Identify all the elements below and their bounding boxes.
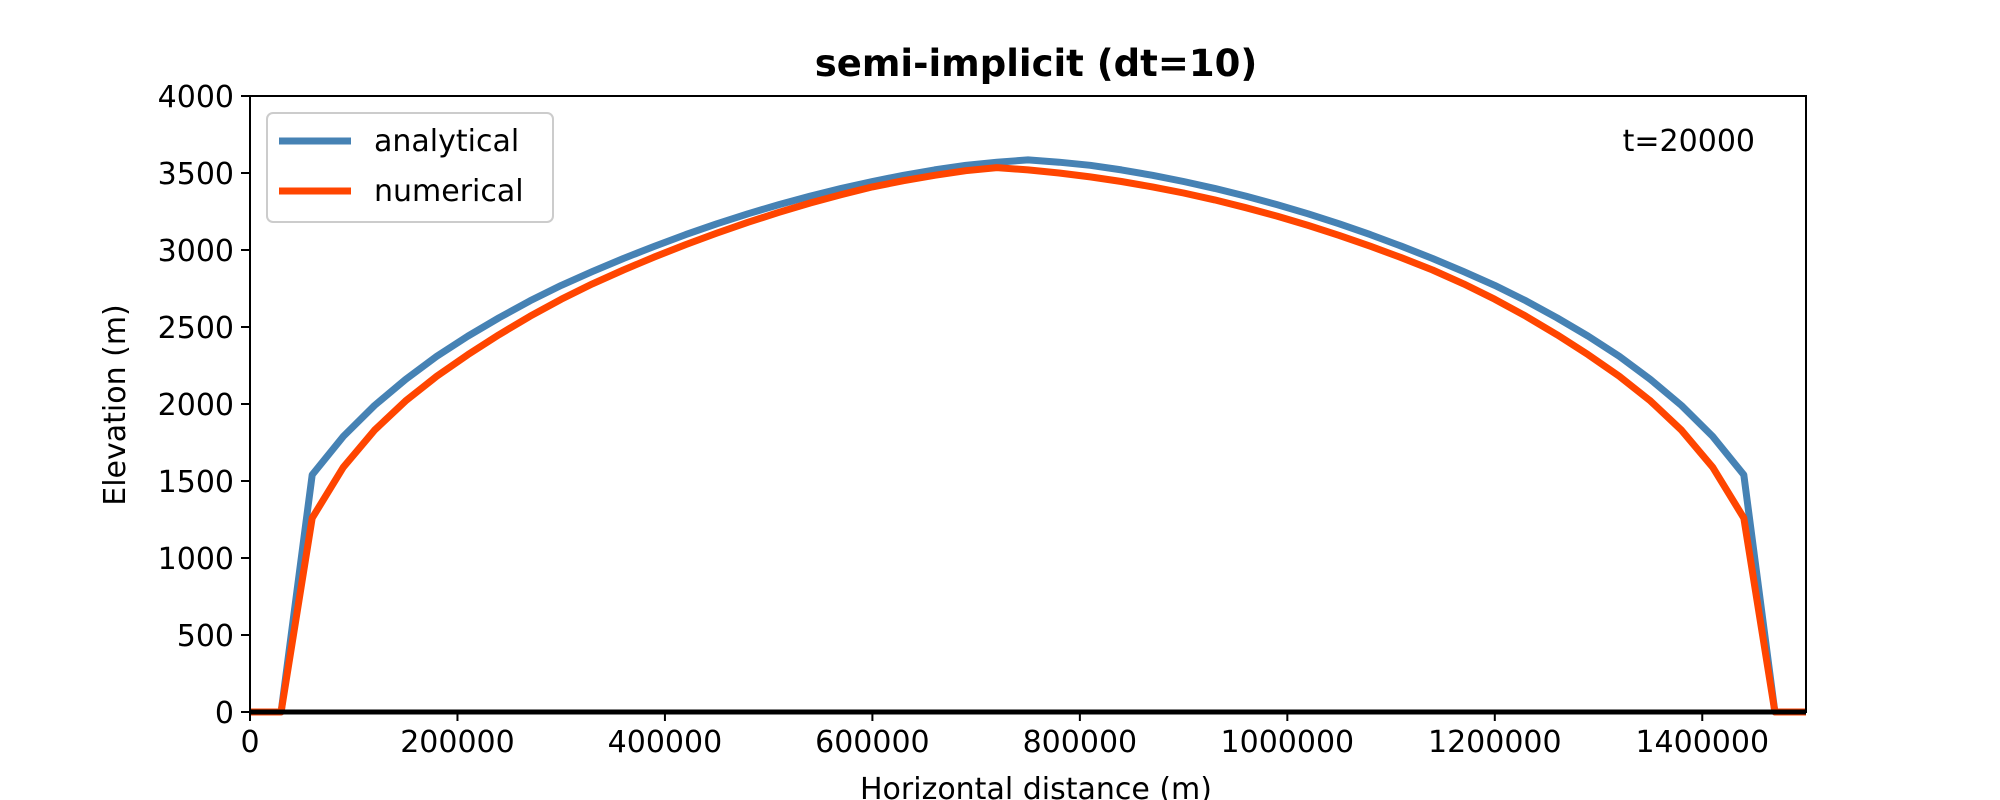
x-tick-label: 1400000 (1635, 725, 1769, 760)
y-tick-label: 1500 (158, 465, 234, 500)
x-tick-label: 1000000 (1221, 725, 1355, 760)
x-tick-label: 1200000 (1428, 725, 1562, 760)
x-axis-label: Horizontal distance (m) (860, 772, 1212, 800)
series-line-analytical (250, 156, 1806, 716)
y-tick-label: 0 (215, 696, 234, 731)
y-tick-label: 1000 (158, 542, 234, 577)
y-tick-label: 4000 (158, 80, 234, 115)
x-tick-label: 800000 (1023, 725, 1138, 760)
legend-label-analytical: analytical (374, 124, 519, 159)
series-line-numerical (250, 164, 1806, 716)
y-tick-label: 3000 (158, 234, 234, 269)
y-tick-label: 500 (177, 619, 234, 654)
y-tick-label: 2000 (158, 388, 234, 423)
y-tick-label: 3500 (158, 157, 234, 192)
chart-title: semi-implicit (dt=10) (815, 42, 1257, 85)
legend: analytical numerical (266, 112, 554, 223)
x-tick-label: 0 (240, 725, 259, 760)
x-tick-label: 600000 (815, 725, 930, 760)
y-axis-label: Elevation (m) (98, 304, 133, 506)
legend-label-numerical: numerical (374, 174, 524, 209)
time-annotation: t=20000 (1623, 124, 1755, 159)
y-tick-label: 2500 (158, 311, 234, 346)
x-tick-label: 200000 (400, 725, 515, 760)
axes: 0 200000 400000 600000 800000 1000000 1200000 1… (158, 80, 1807, 760)
x-tick-label: 400000 (608, 725, 723, 760)
